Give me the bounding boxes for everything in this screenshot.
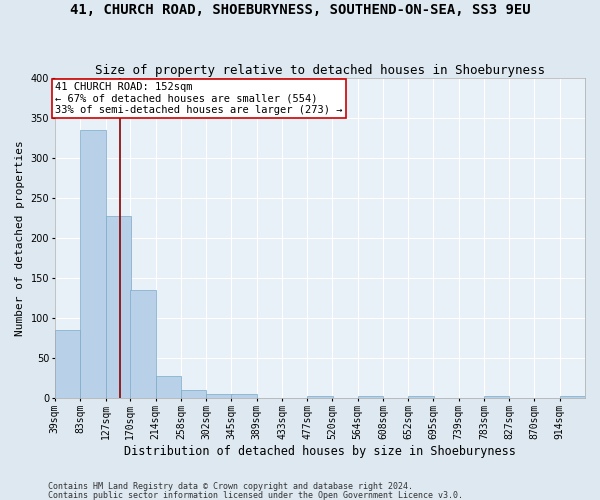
Text: 41 CHURCH ROAD: 152sqm
← 67% of detached houses are smaller (554)
33% of semi-de: 41 CHURCH ROAD: 152sqm ← 67% of detached… <box>55 82 343 116</box>
Bar <box>55 330 80 398</box>
Bar <box>231 394 257 398</box>
Bar <box>181 390 206 398</box>
Y-axis label: Number of detached properties: Number of detached properties <box>15 140 25 336</box>
Bar <box>206 394 232 398</box>
Title: Size of property relative to detached houses in Shoeburyness: Size of property relative to detached ho… <box>95 64 545 77</box>
X-axis label: Distribution of detached houses by size in Shoeburyness: Distribution of detached houses by size … <box>124 444 516 458</box>
Bar <box>484 396 509 398</box>
Bar <box>307 396 333 398</box>
Bar <box>409 396 434 398</box>
Bar <box>560 396 585 398</box>
Bar <box>80 130 106 398</box>
Text: 41, CHURCH ROAD, SHOEBURYNESS, SOUTHEND-ON-SEA, SS3 9EU: 41, CHURCH ROAD, SHOEBURYNESS, SOUTHEND-… <box>70 2 530 16</box>
Bar <box>156 376 181 398</box>
Text: Contains HM Land Registry data © Crown copyright and database right 2024.: Contains HM Land Registry data © Crown c… <box>48 482 413 491</box>
Text: Contains public sector information licensed under the Open Government Licence v3: Contains public sector information licen… <box>48 490 463 500</box>
Bar <box>358 396 383 398</box>
Bar <box>130 290 156 398</box>
Bar <box>106 216 131 398</box>
